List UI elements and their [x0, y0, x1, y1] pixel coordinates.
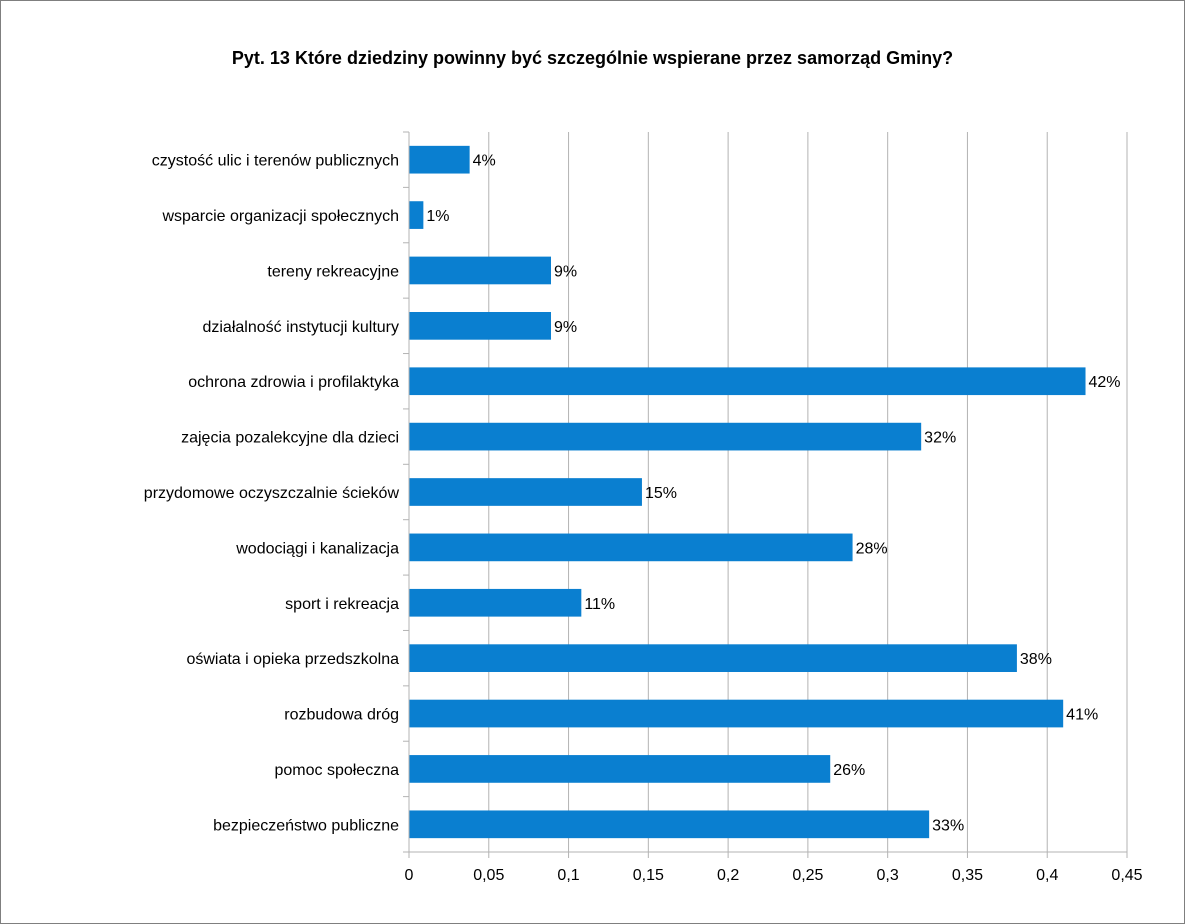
category-label: zajęcia pozalekcyjne dla dzieci	[181, 430, 399, 447]
data-label: 32%	[924, 430, 956, 447]
x-tick-label: 0,45	[1111, 867, 1142, 884]
bar	[409, 478, 642, 506]
data-label: 11%	[584, 596, 615, 613]
bar	[409, 755, 831, 783]
bar	[409, 644, 1017, 672]
bar	[409, 145, 470, 174]
x-tick-label: 0,4	[1036, 867, 1058, 884]
data-label: 42%	[1089, 374, 1121, 391]
category-label: działalność instytucji kultury	[202, 319, 399, 336]
bar	[409, 201, 424, 229]
data-label: 4%	[473, 153, 496, 170]
bar	[409, 367, 1086, 396]
bar	[409, 533, 853, 562]
x-tick-label: 0,2	[717, 867, 739, 884]
category-label: bezpieczeństwo publiczne	[213, 817, 399, 834]
data-label: 33%	[932, 817, 964, 834]
chart-title: Pyt. 13 Które dziedziny powinny być szcz…	[231, 48, 954, 68]
x-tick-label: 0	[405, 867, 414, 884]
bar	[409, 422, 922, 451]
category-label: sport i rekreacja	[285, 596, 399, 613]
bar	[409, 588, 582, 617]
category-label: czystość ulic i terenów publicznych	[152, 153, 399, 170]
category-label: przydomowe oczyszczalnie ścieków	[144, 485, 400, 502]
bar	[409, 699, 1064, 728]
category-label: wodociągi i kanalizacja	[235, 540, 399, 557]
category-label: wsparcie organizacji społecznych	[161, 208, 399, 225]
data-label: 15%	[645, 485, 677, 502]
data-label: 28%	[856, 540, 888, 557]
x-tick-label: 0,15	[633, 867, 664, 884]
category-label: pomoc społeczna	[274, 762, 399, 779]
data-label: 9%	[554, 263, 577, 280]
category-label: ochrona zdrowia i profilaktyka	[188, 374, 399, 391]
x-tick-label: 0,3	[877, 867, 899, 884]
category-label: rozbudowa dróg	[284, 707, 399, 724]
data-label: 41%	[1066, 707, 1098, 724]
bar	[409, 810, 930, 839]
x-tick-label: 0,05	[473, 867, 504, 884]
data-label: 1%	[426, 208, 449, 225]
data-label: 9%	[554, 319, 577, 336]
data-label: 38%	[1020, 651, 1052, 668]
data-label: 26%	[833, 762, 865, 779]
x-tick-label: 0,35	[952, 867, 983, 884]
bar	[409, 256, 552, 285]
category-label: oświata i opieka przedszkolna	[186, 651, 399, 668]
x-tick-label: 0,1	[557, 867, 579, 884]
x-tick-label: 0,25	[792, 867, 823, 884]
category-label: tereny rekreacyjne	[267, 263, 399, 280]
bar	[409, 312, 552, 340]
